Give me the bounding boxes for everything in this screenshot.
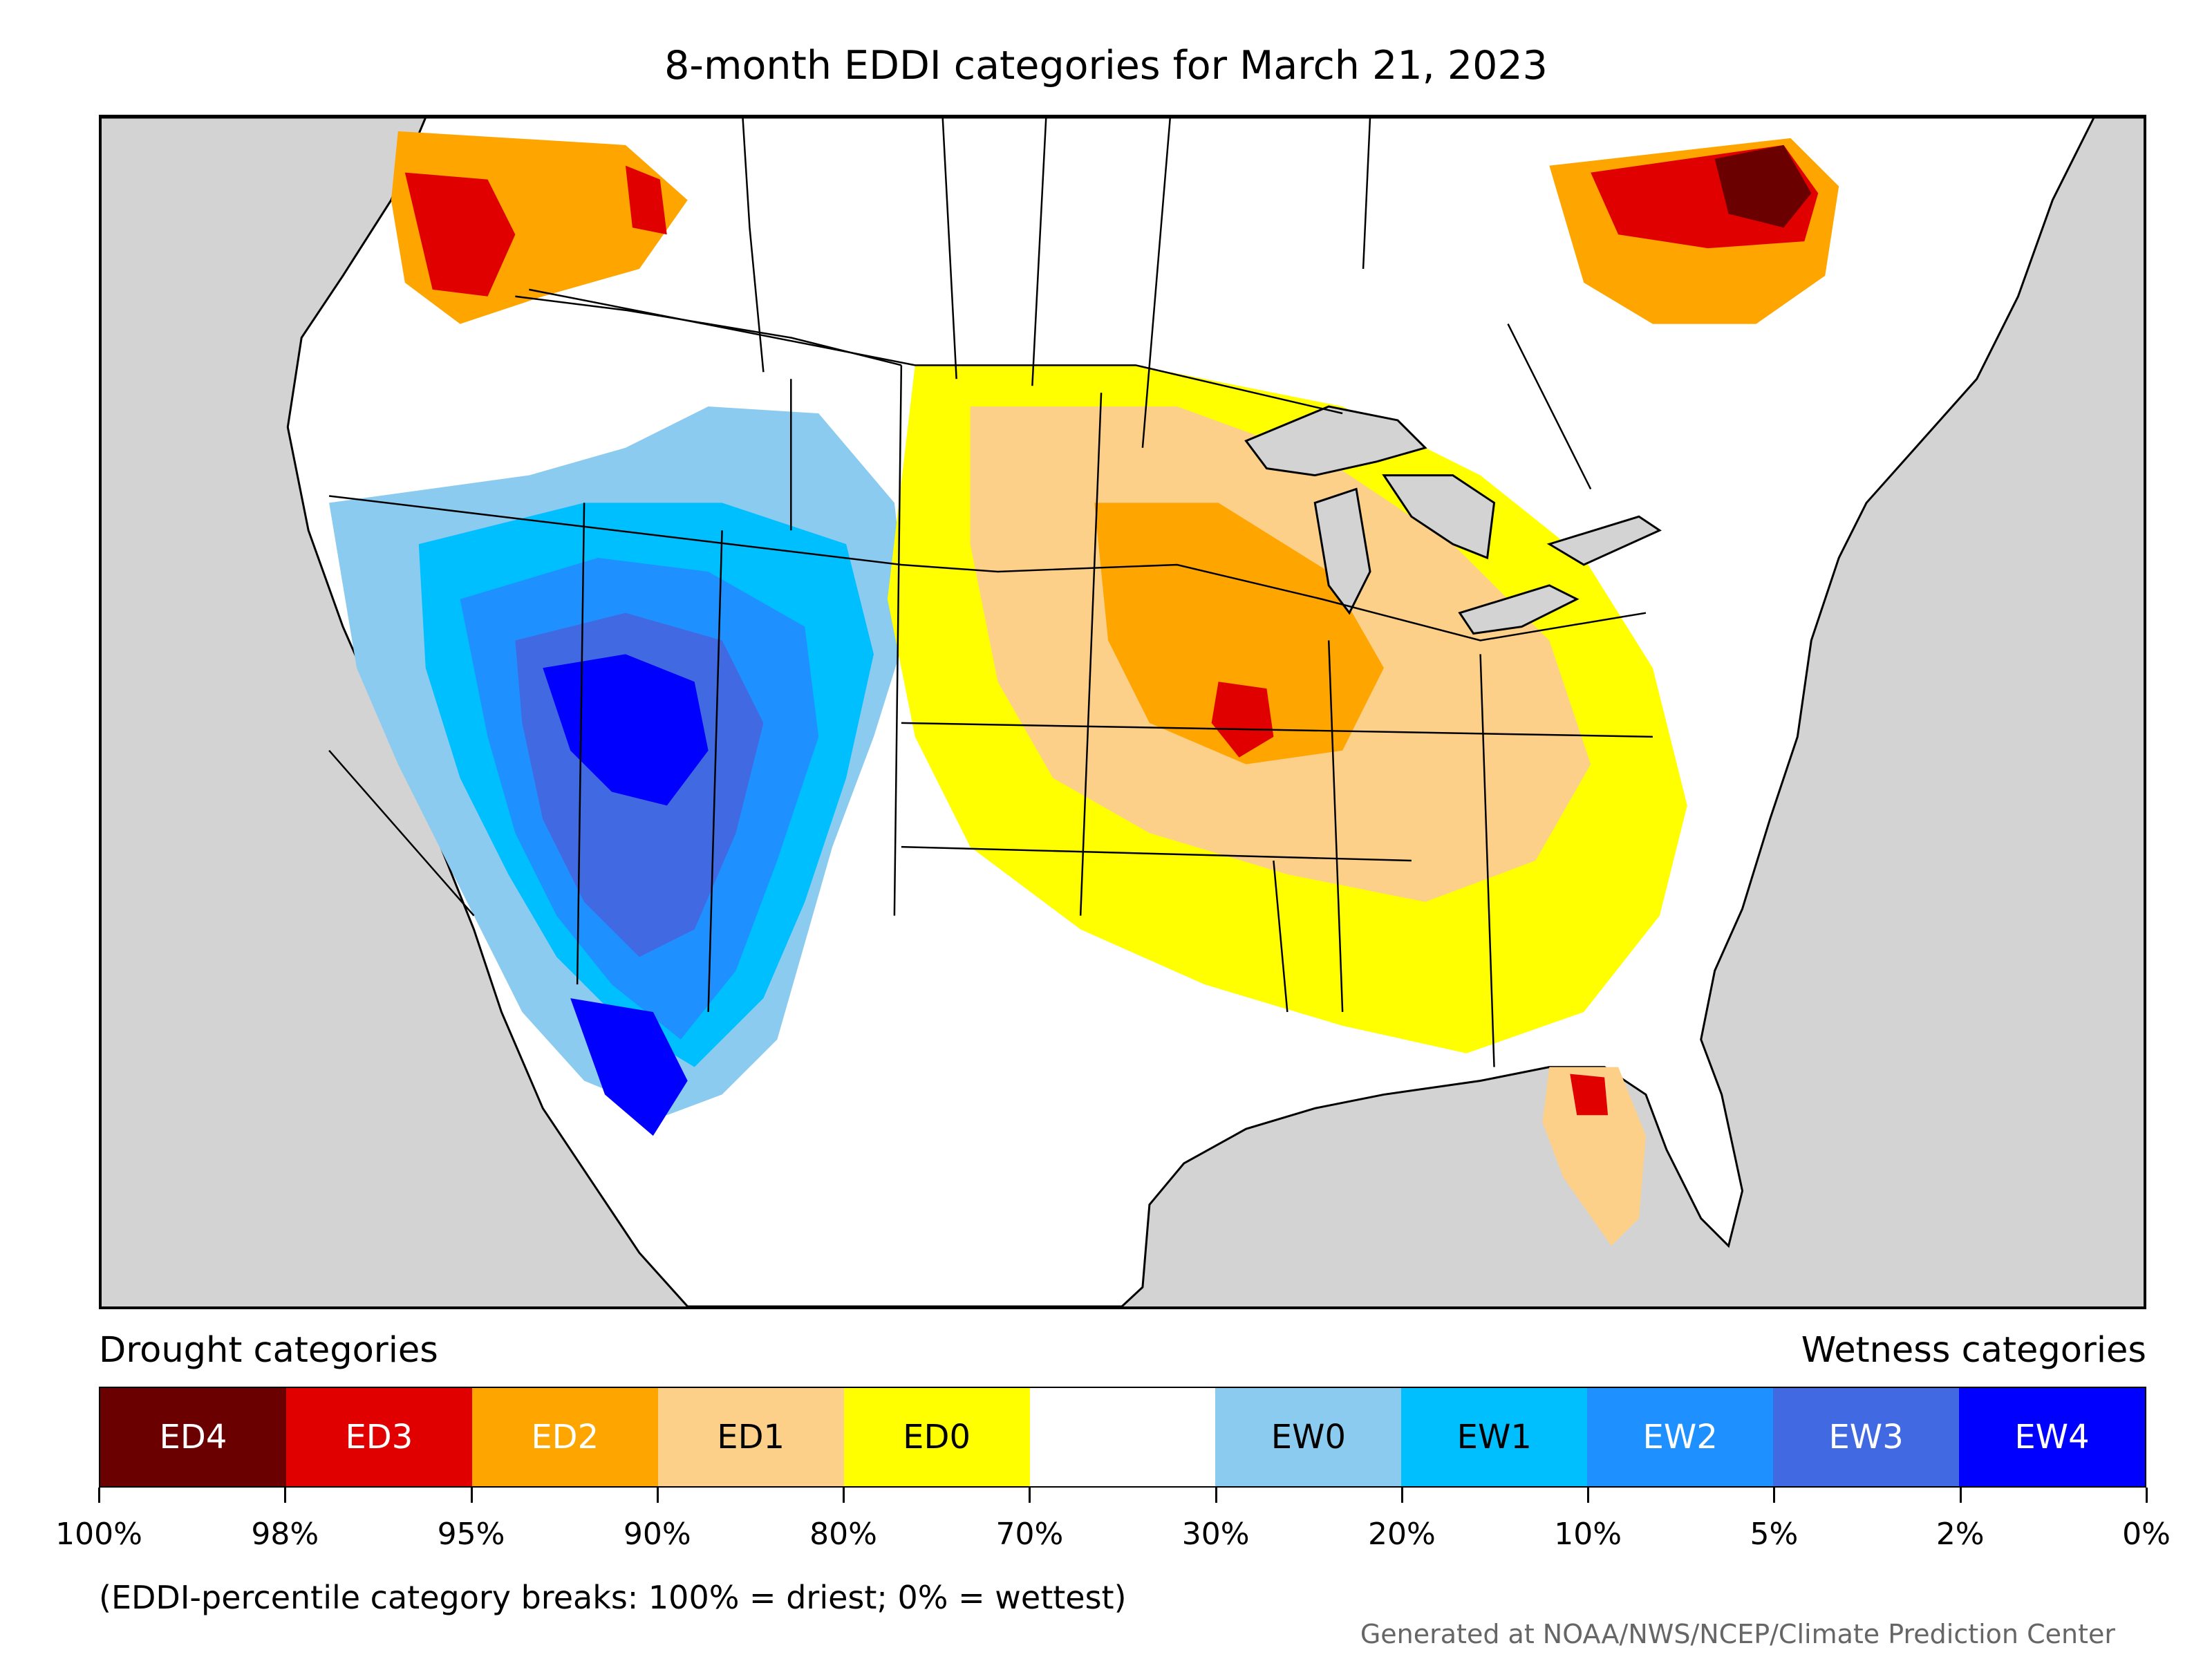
drought-region-florida-core — [1570, 1074, 1609, 1116]
map-title: 8-month EDDI categories for March 21, 20… — [664, 43, 1548, 88]
drought-region-extreme — [1211, 682, 1274, 758]
colorbar-tick — [1959, 1488, 1962, 1503]
colorbar-cell-ed4: ED4 — [100, 1388, 286, 1486]
wetness-categories-heading: Wetness categories — [1801, 1330, 2146, 1371]
colorbar-tick-label: 70% — [995, 1517, 1064, 1552]
drought-region-severe — [1094, 503, 1384, 765]
colorbar-tick — [1029, 1488, 1031, 1503]
colorbar-tick — [284, 1488, 287, 1503]
category-colorbar: ED4 ED3 ED2 ED1 ED0 EW0 EW1 EW2 EW3 EW4 — [99, 1387, 2146, 1488]
colorbar-cell-ew3: EW3 — [1773, 1388, 1960, 1486]
wet-region-exceptional — [543, 654, 709, 1136]
colorbar-tick — [2146, 1488, 2148, 1503]
colorbar-tick — [1587, 1488, 1590, 1503]
category-breaks-note: (EDDI-percentile category breaks: 100% =… — [99, 1579, 1127, 1616]
map-canvas — [102, 118, 2144, 1306]
colorbar-cell-ed1: ED1 — [657, 1388, 844, 1486]
colorbar-cell-ew2: EW2 — [1587, 1388, 1774, 1486]
colorbar-cell-neutral — [1029, 1388, 1216, 1486]
credit-line: Generated at NOAA/NWS/NCEP/Climate Predi… — [1360, 1619, 2115, 1649]
colorbar-cell-ew1: EW1 — [1401, 1388, 1588, 1486]
colorbar-tick-label: 80% — [809, 1517, 877, 1552]
colorbar-tick — [656, 1488, 659, 1503]
colorbar-cell-ed0: ED0 — [843, 1388, 1030, 1486]
drought-region-florida — [1542, 1067, 1646, 1246]
drought-region-pacific-nw-core — [404, 165, 667, 297]
eddi-map — [99, 115, 2146, 1309]
colorbar-tick-label: 100% — [55, 1517, 142, 1552]
drought-categories-heading: Drought categories — [99, 1330, 438, 1371]
colorbar-tick-label: 5% — [1750, 1517, 1799, 1552]
colorbar-tick — [1400, 1488, 1403, 1503]
colorbar-cell-ed2: ED2 — [471, 1388, 658, 1486]
colorbar-cell-ew0: EW0 — [1215, 1388, 1402, 1486]
colorbar-tick — [843, 1488, 845, 1503]
colorbar-tick — [1773, 1488, 1776, 1503]
boundary-lines — [328, 118, 1653, 1067]
colorbar-tick-label: 90% — [623, 1517, 691, 1552]
colorbar-ticks — [98, 1488, 2148, 1504]
colorbar-tick-labels: 100% 98% 95% 90% 80% 70% 30% 20% 10% 5% 2% 0% — [55, 1517, 2171, 1558]
colorbar-cell-ew4: EW4 — [1959, 1388, 2145, 1486]
colorbar-tick — [470, 1488, 473, 1503]
great-lakes — [1244, 405, 1662, 635]
colorbar-tick-label: 30% — [1181, 1517, 1250, 1552]
colorbar-tick-label: 95% — [437, 1517, 505, 1552]
colorbar-tick — [98, 1488, 100, 1503]
colorbar-tick-label: 0% — [2122, 1517, 2171, 1552]
colorbar-tick-label: 20% — [1368, 1517, 1436, 1552]
colorbar-tick-label: 98% — [251, 1517, 319, 1552]
colorbar-cell-ed3: ED3 — [285, 1388, 472, 1486]
colorbar-tick-label: 10% — [1554, 1517, 1622, 1552]
colorbar-tick-label: 2% — [1936, 1517, 1985, 1552]
colorbar-tick — [1215, 1488, 1217, 1503]
drought-region-northeast-peak — [1714, 144, 1812, 228]
